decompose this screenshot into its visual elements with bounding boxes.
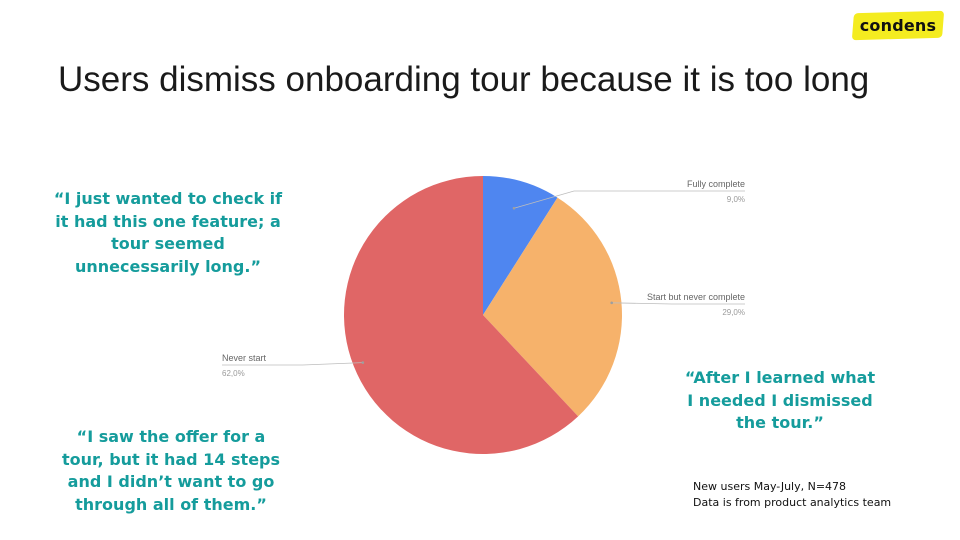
- note-source: Data is from product analytics team: [693, 495, 892, 509]
- slide-title: Users dismiss onboarding tour because it…: [58, 60, 870, 99]
- pie-slices: [343, 176, 622, 454]
- pie-slice-fully-complete: [483, 176, 558, 315]
- callout-dot: [610, 301, 613, 305]
- pie-slice-start-but-never-complete: [483, 197, 622, 417]
- slice-value: 9,0%: [727, 195, 745, 204]
- slice-label: Fully complete: [687, 179, 745, 189]
- pie-slice-never-start: [343, 176, 579, 454]
- slice-label: Never start: [222, 353, 267, 363]
- condens-logo: condens: [851, 10, 945, 41]
- callout-line: [222, 362, 363, 366]
- quote-feature-check: “I just wanted to check if it had this o…: [53, 189, 283, 276]
- slice-value: 29,0%: [722, 308, 745, 317]
- callout-dot: [512, 206, 516, 210]
- quote-dismissed-after-learning: “After I learned what I needed I dismiss…: [684, 368, 876, 432]
- callout-line: [513, 190, 745, 209]
- callout-line: [611, 302, 745, 305]
- logo-text: condens: [859, 16, 937, 35]
- note-sample: New users May-July, N=478: [693, 480, 847, 493]
- slice-label: Start but never complete: [647, 292, 745, 302]
- slice-value: 62,0%: [222, 369, 245, 378]
- callout-dot: [361, 361, 365, 364]
- data-source-note: New users May-July, N=478 Data is from p…: [693, 479, 933, 510]
- quote-too-many-steps: “I saw the offer for a tour, but it had …: [61, 427, 281, 514]
- pie-callouts: Fully complete 9,0% Start but never comple…: [222, 179, 745, 378]
